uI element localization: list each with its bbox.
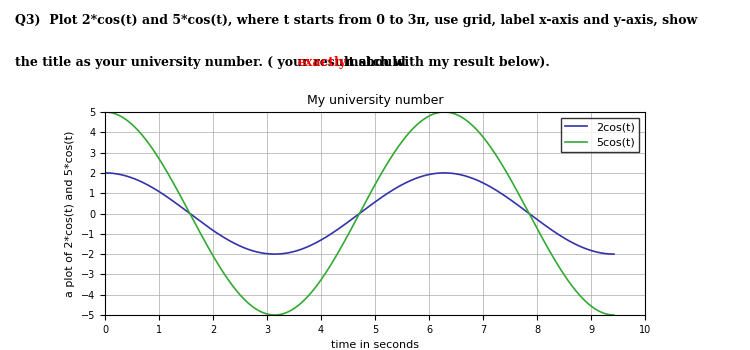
5cos(t) <box>507 179 516 183</box>
5cos(t) <box>307 290 316 295</box>
5cos(t) <box>498 163 507 167</box>
5cos(t) <box>610 313 619 317</box>
2cos(t) <box>610 252 619 256</box>
5cos(t) <box>152 153 161 158</box>
Text: exactly: exactly <box>297 56 346 69</box>
Text: the title as your university number. ( your result should: the title as your university number. ( y… <box>15 56 410 69</box>
2cos(t) <box>507 198 516 203</box>
5cos(t) <box>270 313 279 317</box>
2cos(t) <box>326 233 334 237</box>
5cos(t) <box>326 265 334 269</box>
2cos(t) <box>152 188 161 193</box>
Y-axis label: a plot of 2*cos(t) and 5*cos(t): a plot of 2*cos(t) and 5*cos(t) <box>65 130 75 297</box>
Line: 5cos(t): 5cos(t) <box>105 112 614 315</box>
2cos(t) <box>498 192 507 196</box>
2cos(t) <box>100 171 109 175</box>
2cos(t) <box>270 252 279 256</box>
Line: 2cos(t): 2cos(t) <box>105 173 614 254</box>
5cos(t) <box>100 110 109 114</box>
Title: My university number: My university number <box>307 94 443 107</box>
5cos(t) <box>451 112 460 116</box>
Text: Q3)  Plot 2*cos(t) and 5*cos(t), where t starts from 0 to 3π, use grid, label x-: Q3) Plot 2*cos(t) and 5*cos(t), where t … <box>15 14 698 27</box>
Legend: 2cos(t), 5cos(t): 2cos(t), 5cos(t) <box>560 118 640 152</box>
2cos(t) <box>307 243 316 247</box>
Text: match with my result below).: match with my result below). <box>341 56 550 69</box>
2cos(t) <box>451 172 460 176</box>
X-axis label: time in seconds: time in seconds <box>331 340 419 350</box>
